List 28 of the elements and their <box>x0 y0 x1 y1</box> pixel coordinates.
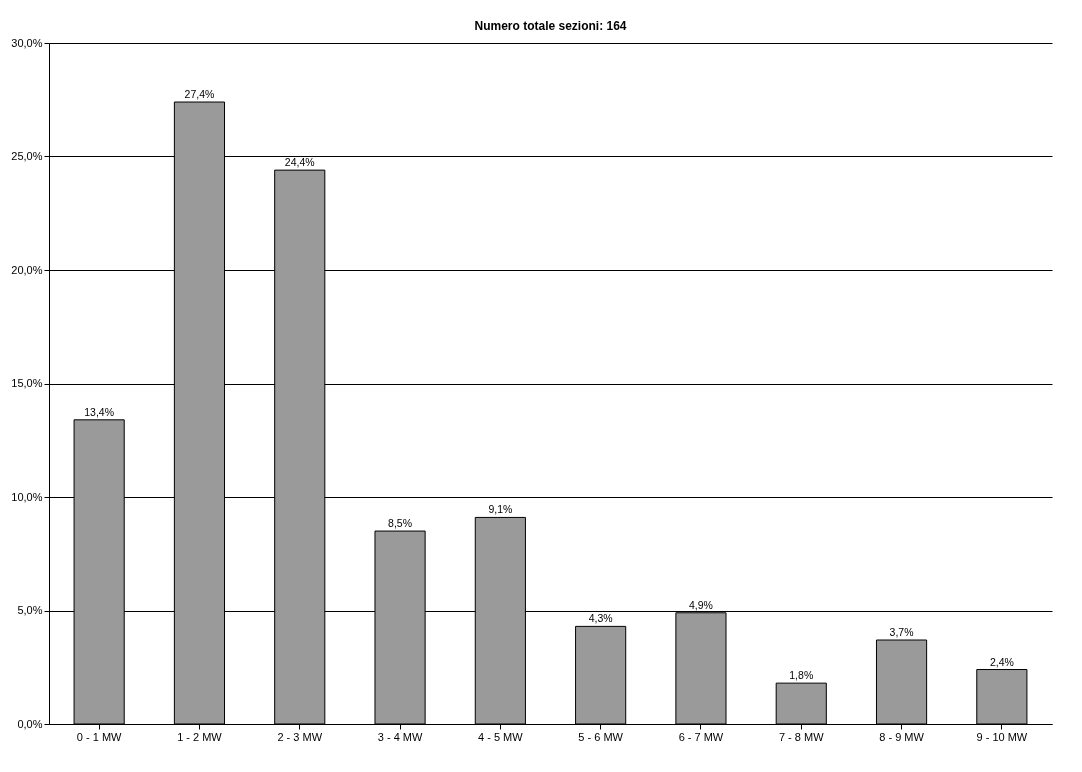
y-tick-label: 0,0% <box>17 717 43 730</box>
x-tick-label: 4 - 5 MW <box>478 730 524 743</box>
data-label: 1,8% <box>789 669 814 682</box>
data-label: 13,4% <box>84 405 115 418</box>
x-tick-label: 2 - 3 MW <box>277 730 323 743</box>
data-label: 2,4% <box>989 655 1014 668</box>
data-label: 8,5% <box>388 517 413 530</box>
data-label: 4,9% <box>688 598 713 611</box>
x-tick-label: 7 - 8 MW <box>778 730 825 743</box>
y-tick-label: 10,0% <box>11 490 43 503</box>
y-tick-label: 20,0% <box>11 263 43 276</box>
data-label: 3,7% <box>889 626 914 639</box>
x-tick-label: 1 - 2 MW <box>177 730 223 743</box>
x-tick-label: 8 - 9 MW <box>879 730 925 743</box>
data-label: 24,4% <box>284 156 315 169</box>
data-label: 27,4% <box>184 88 215 101</box>
y-tick-label: 15,0% <box>11 377 43 389</box>
data-label: 4,3% <box>588 612 613 625</box>
x-tick-label: 5 - 6 MW <box>578 730 624 743</box>
x-tick-label: 0 - 1 MW <box>76 730 123 743</box>
x-tick-label: 3 - 4 MW <box>377 730 423 743</box>
y-tick-label: 5,0% <box>17 604 43 616</box>
data-label: 9,1% <box>488 503 513 516</box>
y-tick-label: 25,0% <box>11 150 43 162</box>
chart-title: Numero totale sezioni: 164 <box>474 19 627 33</box>
y-tick-label: 30,0% <box>11 36 43 49</box>
x-tick-label: 6 - 7 MW <box>678 730 724 743</box>
x-tick-label: 9 - 10 MW <box>976 730 1028 743</box>
